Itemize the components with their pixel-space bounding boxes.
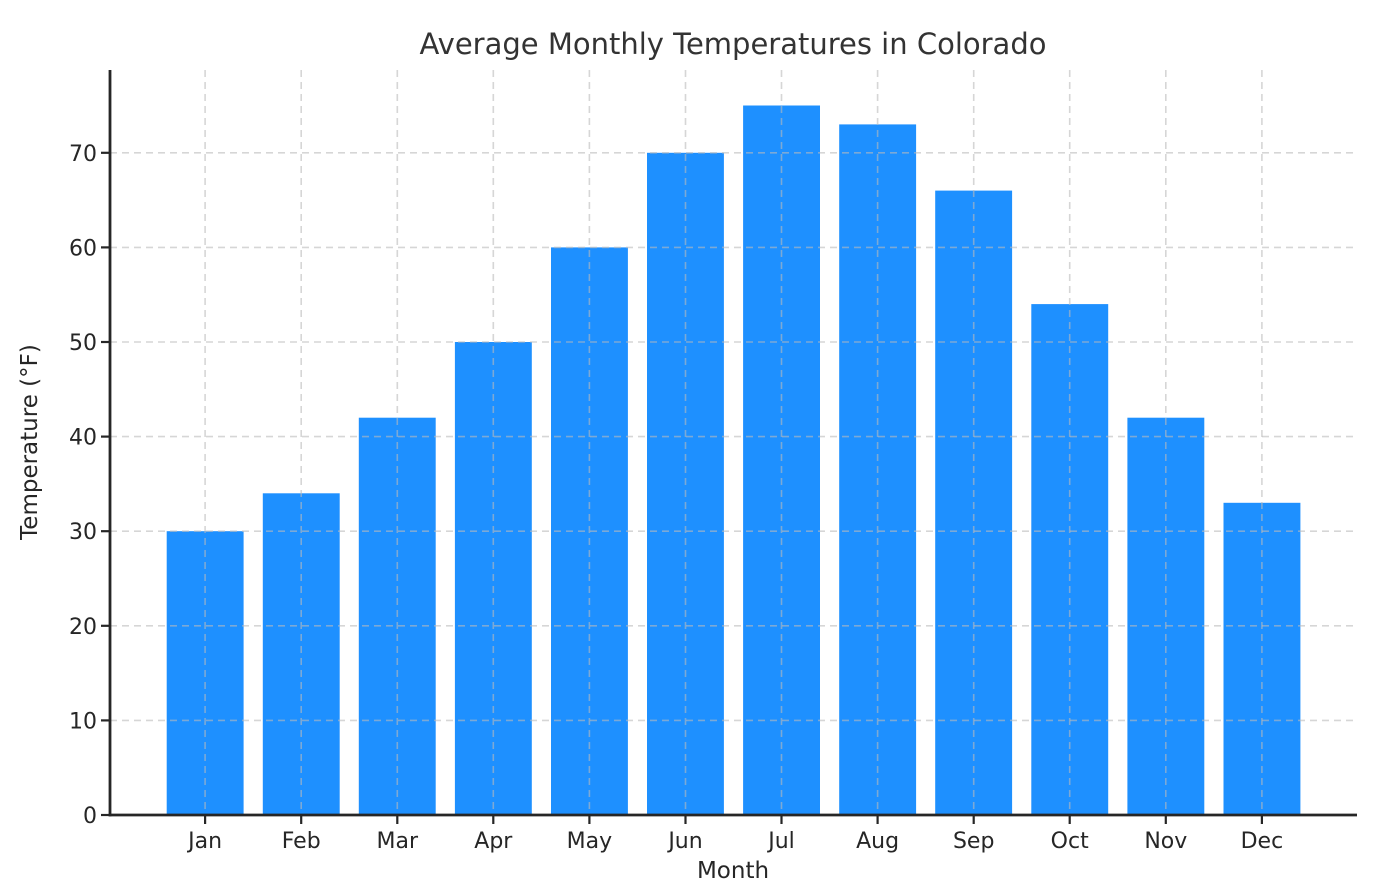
chart-title: Average Monthly Temperatures in Colorado (420, 27, 1047, 61)
tick-labels-group: 0 10 20 30 40 50 60 70 Jan Feb Mar Apr May Jun Jul Aug S… (69, 142, 1283, 854)
y-tick-label-10: 10 (69, 709, 97, 734)
bars-group (166, 105, 1301, 816)
x-tick-label-jan: Jan (186, 829, 222, 854)
x-tick-label-oct: Oct (1051, 829, 1089, 854)
x-tick-label-jul: Jul (766, 829, 795, 854)
y-tick-label-30: 30 (69, 520, 97, 545)
x-tick-label-apr: Apr (474, 829, 513, 854)
axes-group (101, 70, 1357, 824)
bar-feb (262, 493, 340, 815)
x-tick-label-aug: Aug (856, 829, 899, 854)
y-axis-label: Temperature (°F) (17, 344, 43, 541)
y-tick-label-50: 50 (69, 331, 97, 356)
x-tick-label-feb: Feb (282, 829, 321, 854)
x-tick-label-dec: Dec (1241, 829, 1284, 854)
x-tick-label-nov: Nov (1144, 829, 1187, 854)
x-tick-label-sep: Sep (953, 829, 994, 854)
x-tick-label-may: May (567, 829, 612, 854)
y-tick-label-60: 60 (69, 236, 97, 261)
y-tick-label-0: 0 (83, 804, 97, 829)
x-tick-label-mar: Mar (377, 829, 419, 854)
x-axis-label: Month (697, 858, 769, 884)
x-tick-label-jun: Jun (666, 829, 702, 854)
bar-oct (1031, 304, 1109, 815)
y-tick-label-20: 20 (69, 615, 97, 640)
y-tick-label-70: 70 (69, 142, 97, 167)
y-tick-label-40: 40 (69, 426, 97, 451)
